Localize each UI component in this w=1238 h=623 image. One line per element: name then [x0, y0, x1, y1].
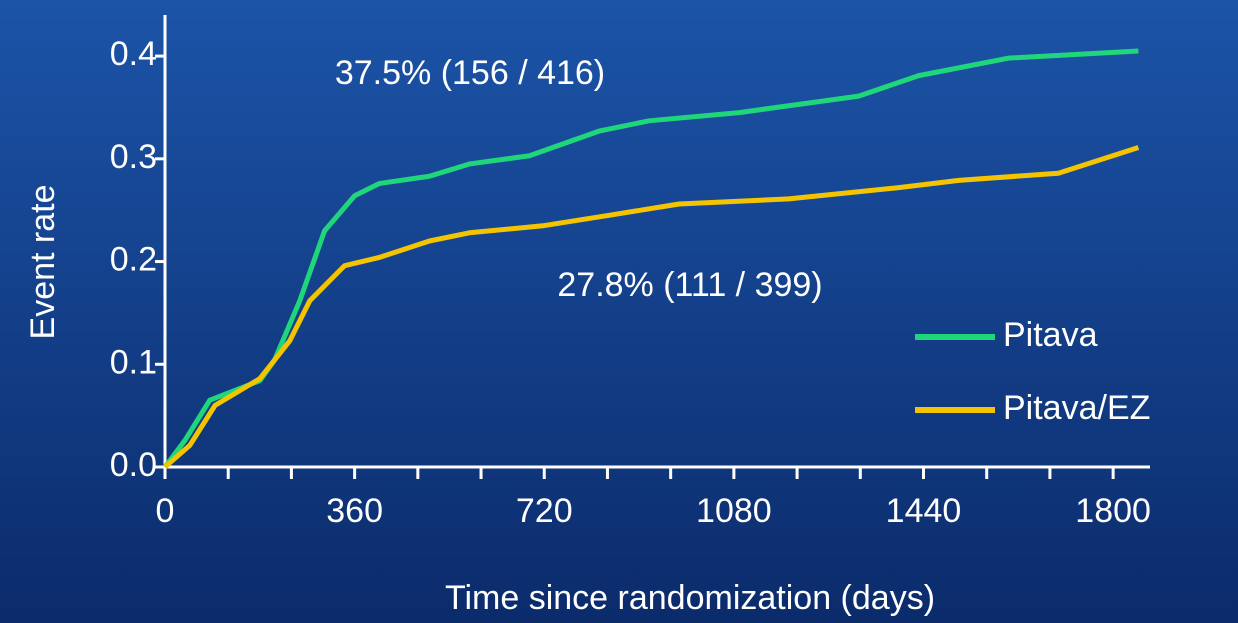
y-tick-label: 0.3 [110, 138, 157, 176]
annotation: 37.5% (156 / 416) [335, 54, 605, 92]
x-tick-label: 1080 [696, 492, 772, 530]
y-tick-label: 0.1 [110, 343, 157, 381]
x-tick-label: 720 [516, 492, 573, 530]
x-tick-label: 1800 [1075, 492, 1151, 530]
y-tick-label: 0.4 [110, 35, 157, 73]
x-tick-label: 0 [156, 492, 175, 530]
annotation: 27.8% (111 / 399) [557, 266, 822, 304]
y-tick-label: 0.2 [110, 241, 157, 279]
y-axis-label: Event rate [24, 185, 62, 340]
y-tick-label: 0.0 [110, 446, 157, 484]
legend-label: Pitava/EZ [1003, 389, 1150, 427]
series-line [163, 145, 1140, 469]
x-axis-label: Time since randomization (days) [445, 579, 935, 617]
x-tick-label: 1440 [886, 492, 962, 530]
x-tick-label: 360 [326, 492, 383, 530]
legend-label: Pitava [1003, 316, 1098, 354]
